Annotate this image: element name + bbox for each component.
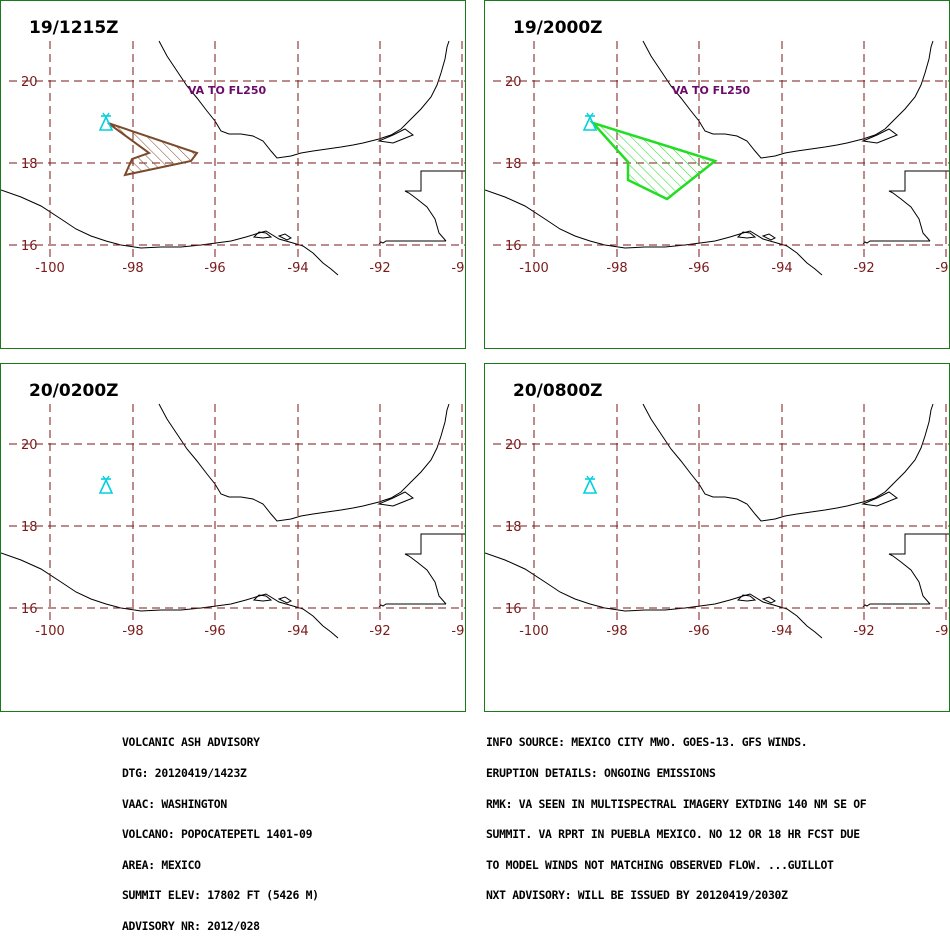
coastline-north bbox=[642, 403, 934, 522]
latitude-label: 18 bbox=[505, 157, 522, 172]
coastline-north bbox=[158, 403, 450, 522]
advisory-header-block: VOLCANIC ASH ADVISORY DTG: 20120419/1423… bbox=[122, 717, 319, 941]
longitude-label: -92 bbox=[853, 624, 874, 639]
longitude-label: -96 bbox=[688, 261, 709, 276]
map-canvas: 20 18 16 -100 -98 -96 -94 -92 -90 bbox=[1, 403, 466, 639]
advisory-details-block: INFO SOURCE: MEXICO CITY MWO. GOES-13. G… bbox=[486, 717, 867, 911]
latitude-label: 16 bbox=[505, 602, 522, 617]
country-border bbox=[378, 533, 465, 608]
advisory-line: VAAC: WASHINGTON bbox=[122, 796, 227, 811]
longitude-label: -90 bbox=[935, 624, 950, 639]
panel-time-label: 20/0800Z bbox=[513, 381, 603, 401]
map-canvas: 20 18 16 -100 -98 -96 -94 -92 -90 VA TO FL250 bbox=[485, 40, 950, 276]
longitude-label: -98 bbox=[122, 261, 143, 276]
panel-time-label: 19/1215Z bbox=[29, 18, 119, 38]
latitude-label: 16 bbox=[21, 239, 38, 254]
map-canvas: 20 18 16 -100 -98 -96 -94 -92 -90 VA TO FL250 bbox=[1, 40, 466, 276]
advisory-line: VOLCANO: POPOCATEPETL 1401-09 bbox=[122, 827, 313, 842]
longitude-label: -96 bbox=[204, 624, 225, 639]
island bbox=[377, 491, 415, 507]
advisory-line: RMK: VA SEEN IN MULTISPECTRAL IMAGERY EX… bbox=[486, 796, 867, 811]
advisory-line: SUMMIT ELEV: 17802 FT (5426 M) bbox=[122, 888, 319, 903]
longitude-label: -98 bbox=[606, 624, 627, 639]
island bbox=[861, 128, 899, 144]
coastline-south bbox=[1, 189, 339, 276]
ash-cloud-area bbox=[107, 122, 199, 177]
coastline-south bbox=[485, 552, 823, 639]
volcano-icon bbox=[582, 475, 598, 494]
latitude-label: 16 bbox=[505, 239, 522, 254]
longitude-label: -94 bbox=[287, 624, 308, 639]
longitude-label: -100 bbox=[35, 261, 65, 276]
country-border bbox=[862, 170, 949, 245]
latitude-label: 20 bbox=[21, 75, 38, 90]
coastline-north bbox=[158, 40, 450, 159]
longitude-label: -92 bbox=[369, 624, 390, 639]
ash-altitude-label: VA TO FL250 bbox=[672, 84, 751, 97]
longitude-label: -94 bbox=[771, 624, 792, 639]
latitude-label: 18 bbox=[505, 520, 522, 535]
longitude-label: -90 bbox=[451, 261, 466, 276]
longitude-label: -96 bbox=[204, 261, 225, 276]
advisory-line: AREA: MEXICO bbox=[122, 857, 201, 872]
longitude-label: -92 bbox=[853, 261, 874, 276]
longitude-label: -98 bbox=[122, 624, 143, 639]
latitude-label: 20 bbox=[505, 438, 522, 453]
volcano-icon bbox=[98, 475, 114, 494]
latitude-label: 20 bbox=[21, 438, 38, 453]
advisory-line: VOLCANIC ASH ADVISORY bbox=[122, 735, 260, 750]
coastline-south bbox=[485, 189, 823, 276]
island bbox=[861, 491, 899, 507]
forecast-panel-2: 20 18 16 -100 -98 -96 -94 -92 -90 VA TO FL250 19/… bbox=[484, 0, 950, 349]
longitude-label: -100 bbox=[35, 624, 65, 639]
longitude-label: -90 bbox=[935, 261, 950, 276]
island bbox=[736, 231, 776, 241]
volcano-icon bbox=[582, 112, 598, 131]
island bbox=[252, 594, 292, 604]
latitude-label: 16 bbox=[21, 602, 38, 617]
longitude-label: -94 bbox=[287, 261, 308, 276]
ash-altitude-label: VA TO FL250 bbox=[188, 84, 267, 97]
latitude-label: 18 bbox=[21, 520, 38, 535]
longitude-label: -92 bbox=[369, 261, 390, 276]
ash-cloud-area bbox=[589, 120, 718, 201]
longitude-label: -98 bbox=[606, 261, 627, 276]
map-canvas: 20 18 16 -100 -98 -96 -94 -92 -90 bbox=[485, 403, 950, 639]
island bbox=[252, 231, 292, 241]
longitude-label: -94 bbox=[771, 261, 792, 276]
advisory-line: SUMMIT. VA RPRT IN PUEBLA MEXICO. NO 12 … bbox=[486, 827, 860, 842]
forecast-panel-4: 20 18 16 -100 -98 -96 -94 -92 -90 20/0800Z bbox=[484, 363, 950, 712]
coastline-north bbox=[642, 40, 934, 159]
advisory-line: NXT ADVISORY: WILL BE ISSUED BY 20120419… bbox=[486, 888, 788, 903]
latitude-label: 18 bbox=[21, 157, 38, 172]
advisory-line: DTG: 20120419/1423Z bbox=[122, 766, 247, 780]
forecast-panel-3: 20 18 16 -100 -98 -96 -94 -92 -90 20/0200Z bbox=[0, 363, 466, 712]
latitude-label: 20 bbox=[505, 75, 522, 90]
island bbox=[736, 594, 776, 604]
longitude-label: -100 bbox=[519, 261, 549, 276]
volcano-icon bbox=[98, 112, 114, 131]
forecast-panel-1: 20 18 16 -100 -98 -96 -94 -92 -90 VA TO FL250 19/… bbox=[0, 0, 466, 349]
country-border bbox=[862, 533, 949, 608]
advisory-line: ADVISORY NR: 2012/028 bbox=[122, 918, 260, 933]
advisory-line: INFO SOURCE: MEXICO CITY MWO. GOES-13. G… bbox=[486, 735, 808, 750]
longitude-label: -96 bbox=[688, 624, 709, 639]
longitude-label: -90 bbox=[451, 624, 466, 639]
panel-time-label: 19/2000Z bbox=[513, 18, 603, 38]
country-border bbox=[378, 170, 465, 245]
advisory-line: ERUPTION DETAILS: ONGOING EMISSIONS bbox=[486, 766, 716, 780]
advisory-line: TO MODEL WINDS NOT MATCHING OBSERVED FLO… bbox=[486, 857, 834, 872]
coastline-south bbox=[1, 552, 339, 639]
island bbox=[377, 128, 415, 144]
longitude-label: -100 bbox=[519, 624, 549, 639]
panel-time-label: 20/0200Z bbox=[29, 381, 119, 401]
